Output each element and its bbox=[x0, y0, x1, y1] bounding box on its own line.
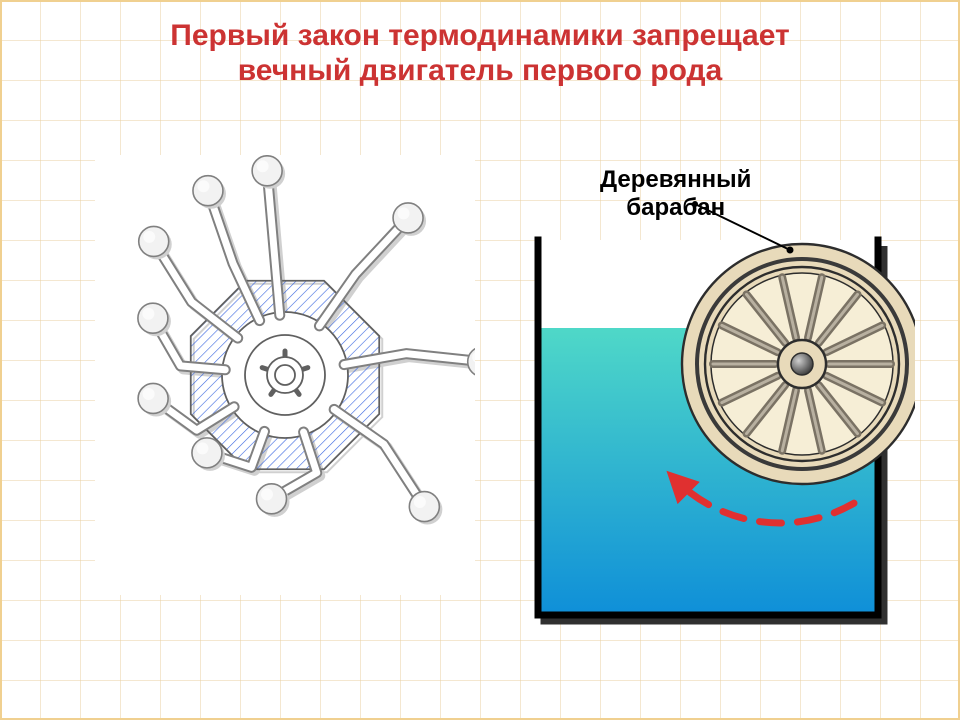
perpetual-wheel-left bbox=[95, 155, 475, 595]
page-title: Первый закон термодинамики запрещает веч… bbox=[0, 18, 960, 89]
wooden-drum-label: Деревянный барабан bbox=[600, 166, 751, 221]
perpetual-wheel-right bbox=[520, 160, 915, 640]
